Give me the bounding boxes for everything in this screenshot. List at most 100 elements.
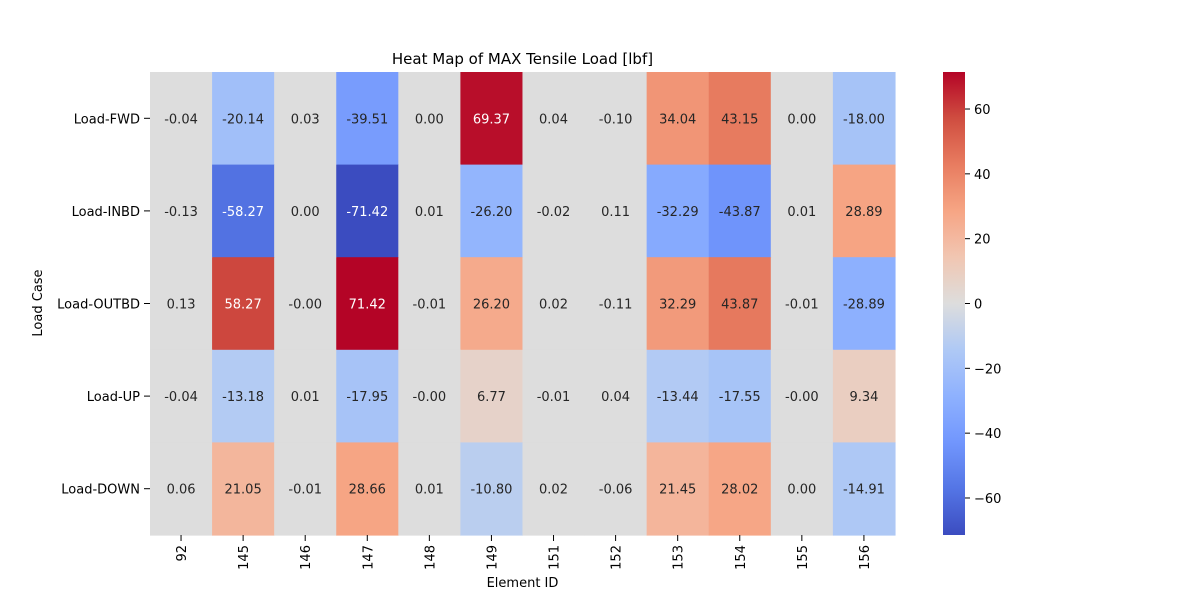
- cell-value-label: -0.04: [164, 112, 198, 127]
- heatmap-cell: [274, 257, 337, 351]
- y-tick-label: Load-DOWN: [61, 483, 140, 498]
- heatmap-cell: [522, 164, 586, 258]
- cell-value-label: -0.04: [164, 390, 198, 405]
- heatmap-cell: [460, 164, 524, 258]
- heatmap-cell: [770, 72, 834, 166]
- cell-value-label: -0.13: [164, 205, 198, 220]
- heatmap-cell: [398, 72, 461, 166]
- y-axis-label: Load Case: [31, 269, 46, 336]
- heatmap-cell: [646, 442, 710, 536]
- heatmap-cell: [646, 349, 710, 443]
- heatmap-cell: [212, 257, 275, 351]
- cell-value-label: -13.18: [222, 390, 264, 405]
- colorbar-tick-label: 20: [974, 233, 991, 248]
- cell-value-label: -0.00: [785, 390, 819, 405]
- heatmap-cell: [708, 72, 772, 166]
- y-axis: Load-FWD Load-INBD Load-OUTBD Load-UP Load-D…: [57, 112, 150, 498]
- x-tick-label: 155: [796, 545, 811, 570]
- x-tick-label: 149: [485, 545, 500, 570]
- y-tick-label: Load-UP: [87, 390, 140, 405]
- cell-value-label: -0.00: [288, 298, 322, 313]
- heatmap-cell: [336, 349, 399, 443]
- heatmap-cell: [460, 257, 524, 351]
- cell-value-label: -0.01: [537, 390, 571, 405]
- heatmap-cell: [336, 164, 399, 258]
- cell-value-label: 28.02: [721, 483, 758, 498]
- heatmap-cell: [150, 442, 213, 536]
- heatmap-cell: [770, 257, 834, 351]
- colorbar-tick-label: 60: [974, 103, 991, 118]
- heatmap-cell: [770, 442, 834, 536]
- cell-value-label: 34.04: [659, 112, 696, 127]
- heatmap-cell: [770, 164, 834, 258]
- heatmap-cell: [584, 349, 648, 443]
- heatmap-cell: [832, 164, 896, 258]
- cell-value-label: 0.00: [415, 112, 444, 127]
- cell-value-label: -13.44: [657, 390, 699, 405]
- cell-value-label: 0.00: [787, 483, 816, 498]
- heatmap-cell: [150, 257, 213, 351]
- cell-value-label: -14.91: [843, 483, 885, 498]
- cell-value-label: -26.20: [470, 205, 512, 220]
- heatmap-cell: [832, 349, 896, 443]
- heatmap-cell: [274, 349, 337, 443]
- x-tick-label: 146: [299, 545, 314, 570]
- heatmap-cell: [584, 257, 648, 351]
- heatmap-cell: [832, 257, 896, 351]
- x-tick-label: 147: [361, 545, 376, 570]
- heatmap-cell: [584, 72, 648, 166]
- y-tick-label: Load-OUTBD: [57, 298, 140, 313]
- cell-value-label: 0.11: [601, 205, 630, 220]
- heatmap-cell: [708, 349, 772, 443]
- cell-value-label: 0.04: [539, 112, 568, 127]
- colorbar-gradient: [943, 72, 965, 535]
- heatmap-cell: [398, 442, 461, 536]
- heatmap-cell: [832, 72, 896, 166]
- cell-value-label: 28.89: [845, 205, 882, 220]
- heatmap-cell: [212, 442, 275, 536]
- heatmap-cell: [646, 257, 710, 351]
- cell-value-label: -0.01: [288, 483, 322, 498]
- cell-value-label: 71.42: [349, 298, 386, 313]
- heatmap-cell: [336, 257, 399, 351]
- cell-value-label: 69.37: [473, 112, 510, 127]
- cell-value-label: -39.51: [346, 112, 388, 127]
- cell-value-label: 43.87: [721, 298, 758, 313]
- heatmap-cell: [584, 442, 648, 536]
- heatmap-cell: [460, 72, 524, 166]
- heatmap-cell: [398, 349, 461, 443]
- heatmap-cell: [150, 164, 213, 258]
- heatmap-cell: [708, 442, 772, 536]
- heatmap-cell: [212, 349, 275, 443]
- cell-value-label: 0.01: [415, 483, 444, 498]
- x-axis-label: Element ID: [487, 576, 559, 591]
- heatmap-cell: [522, 442, 586, 536]
- cell-value-label: 28.66: [349, 483, 386, 498]
- cell-value-label: 58.27: [225, 298, 262, 313]
- heatmap-cell: [522, 257, 586, 351]
- cell-value-label: 0.13: [167, 298, 196, 313]
- colorbar-tick-label: −40: [974, 427, 1001, 442]
- heatmap-cell: [212, 72, 275, 166]
- cell-value-label: 21.05: [225, 483, 262, 498]
- cell-value-label: -71.42: [346, 205, 388, 220]
- cell-value-label: -43.87: [719, 205, 761, 220]
- heatmap-cell: [770, 349, 834, 443]
- cell-value-label: 43.15: [721, 112, 758, 127]
- heatmap-cell: [522, 349, 586, 443]
- heatmap-cell: [708, 164, 772, 258]
- colorbar-tick-label: 40: [974, 168, 991, 183]
- heatmap-cell: [460, 442, 524, 536]
- cell-value-label: 0.03: [291, 112, 320, 127]
- cell-value-label: 9.34: [849, 390, 878, 405]
- cell-value-label: 0.01: [291, 390, 320, 405]
- cell-value-label: 6.77: [477, 390, 506, 405]
- heatmap-cell: [460, 349, 524, 443]
- cell-value-label: 0.00: [787, 112, 816, 127]
- heatmap-cell: [522, 72, 586, 166]
- cell-value-label: 32.29: [659, 298, 696, 313]
- colorbar-tick-label: 0: [974, 298, 982, 313]
- cell-value-label: 0.04: [601, 390, 630, 405]
- x-tick-label: 145: [237, 545, 252, 570]
- colorbar: 60 40 20 0 −20 −40 −60: [943, 72, 1001, 535]
